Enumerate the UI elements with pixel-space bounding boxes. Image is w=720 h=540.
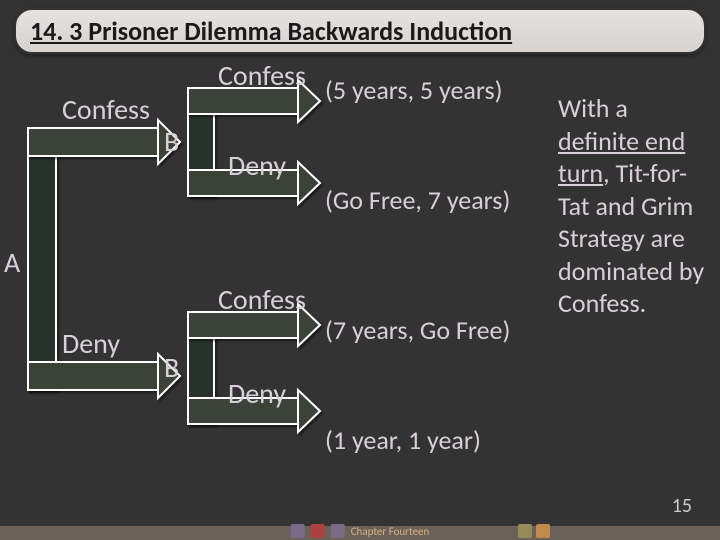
b-lower-deny-label: Deny: [228, 376, 286, 411]
outcome-cc: (5 years, 5 years): [325, 74, 503, 106]
footer-icon-b[interactable]: [536, 524, 550, 538]
footer-center: Chapter Fourteen: [291, 524, 430, 538]
player-b-upper-label: B: [164, 124, 179, 159]
b-lower-confess-label: Confess: [218, 282, 306, 317]
outcome-cd: (Go Free, 7 years): [325, 184, 510, 216]
a-confess-label: Confess: [62, 92, 150, 127]
footer-icon-a[interactable]: [518, 524, 532, 538]
footer-right-icons: [518, 524, 550, 538]
outcome-dd: (1 year, 1 year): [325, 424, 481, 456]
title-bar: 14. 3 Prisoner Dilemma Backwards Inducti…: [14, 8, 706, 54]
footer-chapter: Chapter Fourteen: [351, 525, 430, 538]
next-icon[interactable]: [331, 524, 345, 538]
a-deny-label: Deny: [62, 326, 120, 361]
b-upper-deny-label: Deny: [228, 148, 286, 183]
page-number: 15: [672, 494, 692, 518]
b-upper-confess-label: Confess: [218, 58, 306, 93]
player-b-lower-label: B: [164, 350, 179, 385]
outcome-dc: (7 years, Go Free): [325, 314, 510, 346]
stop-icon[interactable]: [311, 524, 325, 538]
player-a-label: A: [4, 245, 20, 280]
side-explanation: With a definite end turn, Tit-for-Tat an…: [558, 92, 708, 320]
page-title: 14. 3 Prisoner Dilemma Backwards Inducti…: [30, 15, 512, 47]
side-p1: With a: [558, 92, 628, 124]
prev-icon[interactable]: [291, 524, 305, 538]
